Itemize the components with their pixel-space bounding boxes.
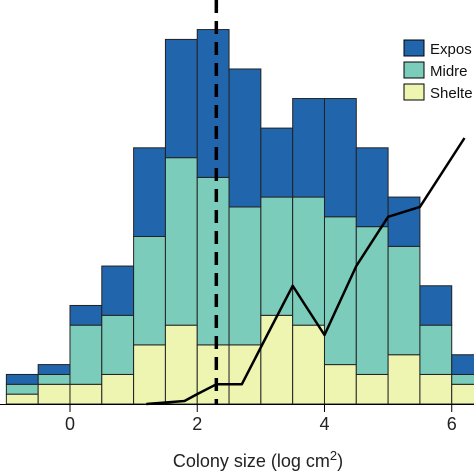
bar-exposed-1 [37,364,71,375]
bar-exposed-11 [355,147,389,228]
bar-sheltered-0 [5,393,39,405]
x-axis-title: Colony size (log cm2) [173,448,343,471]
bar-exposed-2 [69,304,103,326]
bar-sheltered-9 [292,324,325,405]
x-axis-title-text: Colony size (log cm [173,451,330,471]
bar-sheltered-7 [228,344,262,405]
bar-sheltered-3 [101,373,135,405]
bar-exposed-7 [228,68,262,208]
legend-label-exposed: Expos [430,41,472,58]
bar-sheltered-10 [323,364,357,405]
bar-sheltered-12 [387,354,421,405]
bar-midreef-9 [292,196,325,326]
bar-exposed-3 [101,265,135,316]
bar-sheltered-8 [260,314,294,405]
legend-swatch-exposed [403,39,425,57]
bar-midreef-5 [164,157,198,326]
x-axis-title-superscript: 2 [330,448,337,463]
bar-sheltered-11 [355,373,389,405]
bar-exposed-5 [164,38,198,159]
bar-midreef-12 [387,245,421,356]
x-axis-ticks: 0 2 4 6 [65,404,457,434]
bar-sheltered-5 [164,324,198,405]
bar-exposed-0 [5,373,39,385]
bar-sheltered-13 [419,373,453,405]
bar-sheltered-14 [451,383,474,405]
bar-sheltered-2 [69,383,103,405]
x-tick-label-2: 2 [192,414,202,434]
bar-midreef-4 [133,235,166,346]
bar-sheltered-6 [196,344,230,405]
bar-midreef-0 [5,383,39,395]
legend-swatch-sheltered [403,83,425,101]
bar-midreef-14 [451,373,474,385]
bar-exposed-6 [196,29,230,178]
histogram-bars [5,29,474,405]
bar-midreef-10 [323,216,357,366]
x-tick-label-4: 4 [319,414,329,434]
legend-label-midreef: Midre [430,63,468,80]
overlay-line-series [146,137,466,406]
x-tick-label-6: 6 [447,414,457,434]
bar-exposed-10 [323,98,357,218]
legend-label-sheltered: Shelte [430,85,473,102]
bar-sheltered-4 [133,344,166,405]
bar-midreef-11 [355,226,389,375]
bar-midreef-1 [37,373,71,385]
bar-exposed-9 [292,98,325,198]
bar-midreef-13 [419,324,453,375]
bar-midreef-2 [69,324,103,385]
bar-exposed-13 [419,285,453,326]
bar-exposed-14 [451,354,474,375]
x-axis-title-close: ) [337,451,343,471]
bar-sheltered-1 [37,383,71,405]
x-tick-label-0: 0 [65,414,75,434]
bar-midreef-7 [228,206,262,346]
bar-midreef-3 [101,314,135,375]
legend: Expos Midre Shelte [399,36,474,132]
bar-exposed-8 [260,127,294,198]
legend-swatch-midreef [403,61,425,79]
bar-exposed-12 [387,196,421,247]
bar-exposed-4 [133,147,166,237]
bar-midreef-6 [196,176,230,346]
